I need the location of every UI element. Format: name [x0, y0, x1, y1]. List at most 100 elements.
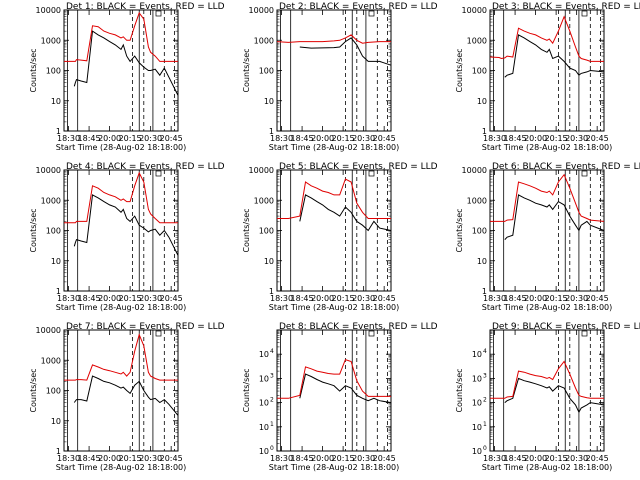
y-axis-label: Counts/sec [29, 48, 38, 92]
x-tick-label: 18:45 [504, 134, 527, 143]
panel-det-4: Det 4: BLACK = Events, RED = LLD 1 10 100 10… [29, 162, 225, 312]
y-tick-exponent: 2 [270, 397, 274, 404]
y-tick-label: 1000 [254, 196, 274, 205]
y-tick-label: 100 [46, 227, 61, 236]
y-tick-exponent: 1 [483, 421, 487, 428]
x-tick-label: 20:15 [119, 134, 142, 143]
legend-marker [155, 10, 162, 17]
y-tick-label: 10 [264, 97, 274, 106]
y-tick-label: 1 [56, 127, 61, 136]
y-tick-label: 1 [482, 287, 487, 296]
y-tick-label: 100 [259, 227, 274, 236]
y-tick-label: 10000 [36, 166, 61, 175]
x-tick-label: 20:00 [524, 134, 547, 143]
x-tick-label: 18:30 [483, 294, 506, 303]
panel-title: Det 6: BLACK = Events, RED = LLD [492, 162, 640, 172]
x-axis-label: Start Time (28-Aug-02 18:18:00) [482, 463, 613, 472]
x-tick-label: 20:45 [586, 134, 609, 143]
y-tick-label: 10 [477, 97, 487, 106]
y-tick-label: 100 [472, 67, 487, 76]
y-tick-label: 100 [259, 67, 274, 76]
y-tick-label: 10000 [462, 166, 487, 175]
x-axis-label: Start Time (28-Aug-02 18:18:00) [482, 143, 613, 152]
y-axis-label: Counts/sec [242, 208, 251, 252]
x-axis-label: Start Time (28-Aug-02 18:18:00) [56, 143, 187, 152]
legend-marker [581, 10, 588, 17]
x-tick-label: 20:30 [139, 134, 162, 143]
y-tick-label: 100 [46, 387, 61, 396]
x-tick-label: 20:30 [565, 134, 588, 143]
x-tick-label: 18:30 [270, 294, 293, 303]
y-tick-label: 10 [264, 257, 274, 266]
series-events-line [299, 194, 392, 232]
x-tick-label: 20:00 [524, 294, 547, 303]
y-tick-label: 10 [259, 423, 269, 432]
series-events-line [73, 194, 179, 256]
y-tick-label: 10 [51, 417, 61, 426]
y-tick-label: 1000 [41, 36, 61, 45]
panel-title: Det 3: BLACK = Events, RED = LLD [492, 2, 640, 12]
x-tick-label: 20:00 [311, 134, 334, 143]
y-tick-label: 10 [259, 447, 269, 456]
y-tick-label: 10 [51, 257, 61, 266]
x-tick-label: 18:45 [78, 294, 101, 303]
y-axis-label: Counts/sec [242, 368, 251, 412]
series-events-line [73, 30, 179, 96]
x-tick-label: 18:45 [504, 294, 527, 303]
x-axis-label: Start Time (28-Aug-02 18:18:00) [482, 303, 613, 312]
x-tick-label: 20:15 [119, 294, 142, 303]
x-tick-label: 20:45 [373, 454, 396, 463]
series-lld-line [277, 358, 391, 399]
y-tick-label: 1000 [254, 36, 274, 45]
x-tick-label: 20:15 [332, 454, 355, 463]
series-lld-line [490, 173, 605, 222]
legend-marker [155, 170, 162, 177]
series-events-line [299, 373, 392, 404]
x-tick-label: 20:00 [98, 454, 121, 463]
y-axis-label: Counts/sec [242, 48, 251, 92]
y-tick-exponent: 0 [483, 445, 487, 452]
y-tick-label: 10000 [249, 166, 274, 175]
x-tick-label: 20:00 [98, 294, 121, 303]
series-lld-line [64, 333, 178, 381]
y-tick-label: 10 [51, 97, 61, 106]
x-tick-label: 20:30 [352, 134, 375, 143]
y-tick-label: 10 [472, 399, 482, 408]
plot-frame [489, 169, 605, 292]
legend-marker [368, 170, 375, 177]
x-axis-label: Start Time (28-Aug-02 18:18:00) [269, 463, 400, 472]
y-tick-label: 1 [482, 127, 487, 136]
y-tick-label: 1 [56, 447, 61, 456]
panel-title: Det 4: BLACK = Events, RED = LLD [66, 162, 225, 172]
x-tick-label: 20:45 [373, 134, 396, 143]
x-tick-label: 20:00 [311, 294, 334, 303]
legend-marker [581, 330, 588, 337]
y-tick-label: 10 [472, 350, 482, 359]
x-tick-label: 20:30 [352, 294, 375, 303]
plot-frame [276, 9, 392, 132]
series-lld-line [276, 34, 391, 44]
panel-title: Det 8: BLACK = Events, RED = LLD [279, 322, 438, 332]
x-tick-label: 20:15 [332, 134, 355, 143]
series-events-line [299, 37, 392, 66]
x-tick-label: 20:30 [565, 454, 588, 463]
x-axis-label: Start Time (28-Aug-02 18:18:00) [56, 303, 187, 312]
x-tick-label: 18:30 [57, 454, 80, 463]
x-tick-label: 18:30 [270, 454, 293, 463]
x-tick-label: 18:45 [78, 134, 101, 143]
panel-det-2: Det 2: BLACK = Events, RED = LLD 1 10 100 10… [242, 2, 438, 152]
x-tick-label: 18:45 [291, 294, 314, 303]
y-tick-exponent: 1 [270, 421, 274, 428]
panel-det-1: Det 1: BLACK = Events, RED = LLD 1 10 100 10… [29, 2, 225, 152]
y-tick-label: 10000 [36, 6, 61, 15]
y-tick-label: 1000 [467, 196, 487, 205]
plot-frame [276, 169, 392, 292]
y-tick-label: 1 [56, 287, 61, 296]
y-tick-exponent: 4 [270, 348, 274, 355]
x-tick-label: 20:45 [586, 454, 609, 463]
x-axis-label: Start Time (28-Aug-02 18:18:00) [269, 143, 400, 152]
x-tick-label: 18:45 [291, 134, 314, 143]
y-tick-label: 10 [472, 423, 482, 432]
panel-title: Det 2: BLACK = Events, RED = LLD [279, 2, 438, 12]
